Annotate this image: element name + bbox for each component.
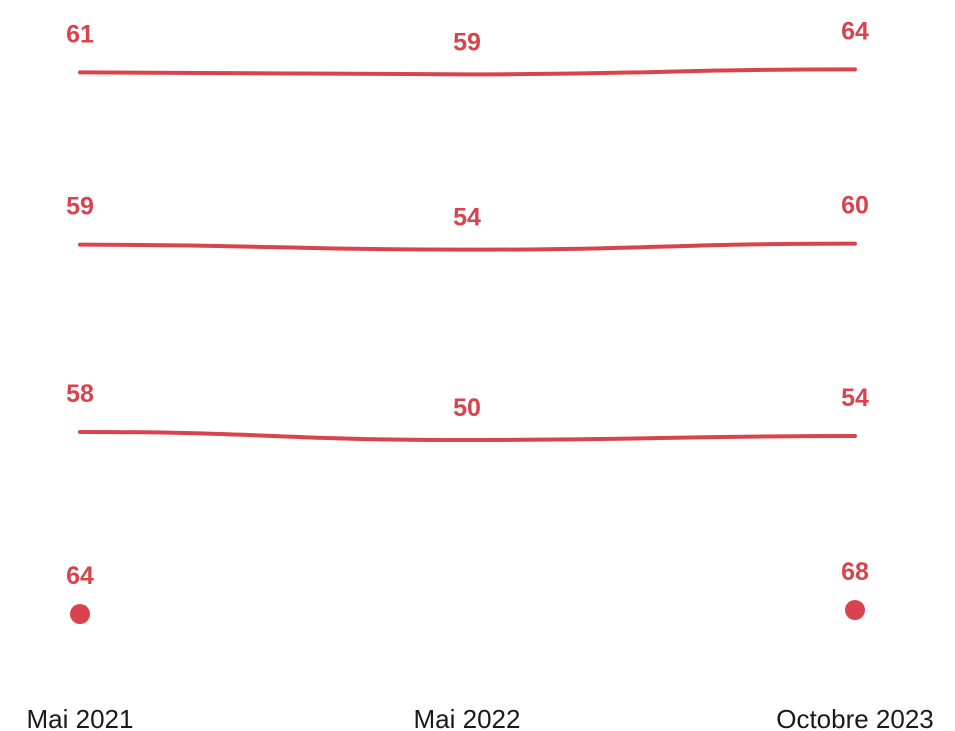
series-row: 58 50 54	[66, 380, 869, 443]
data-label: 64	[66, 562, 94, 590]
data-label: 58	[66, 380, 94, 408]
series-layer: 61 59 64 59 54 60 58 50 54 64 68	[66, 17, 869, 624]
series-row: 64 68	[66, 558, 869, 624]
data-point	[70, 604, 90, 624]
data-label: 54	[841, 384, 869, 412]
data-label: 54	[453, 204, 481, 232]
data-label: 64	[841, 17, 869, 45]
x-tick-label: Octobre 2023	[776, 704, 934, 731]
series-row: 61 59 64	[66, 17, 869, 77]
x-axis: Mai 2021 Mai 2022 Octobre 2023	[27, 704, 934, 731]
data-label: 59	[453, 28, 481, 56]
data-point	[845, 600, 865, 620]
x-tick-label: Mai 2022	[414, 704, 521, 731]
series-line	[78, 67, 857, 77]
data-label: 68	[841, 558, 869, 586]
data-label: 60	[841, 192, 869, 220]
series-row: 59 54 60	[66, 192, 869, 252]
series-line	[78, 430, 857, 443]
data-label: 61	[66, 20, 94, 48]
series-line	[78, 241, 857, 252]
data-label: 59	[66, 193, 94, 221]
data-label: 50	[453, 394, 481, 422]
x-tick-label: Mai 2021	[27, 704, 134, 731]
